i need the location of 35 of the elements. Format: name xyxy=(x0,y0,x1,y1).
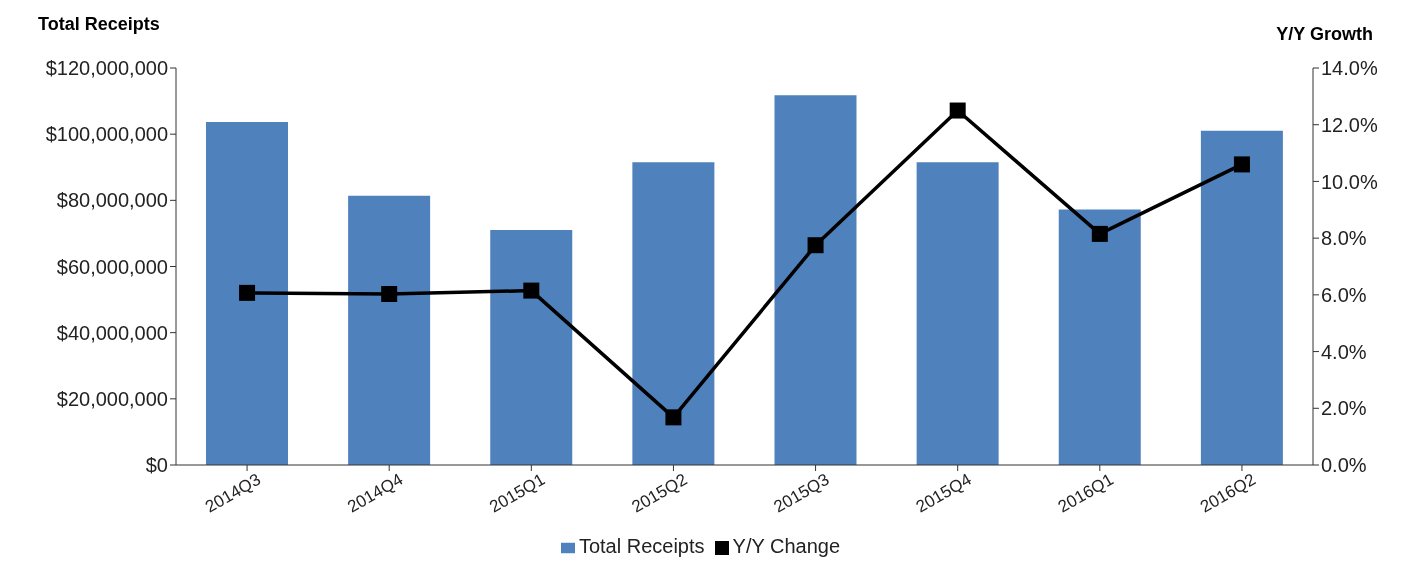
point xyxy=(381,286,398,303)
y2-tick-label: 14.0% xyxy=(1321,57,1378,80)
bar xyxy=(206,121,288,465)
y-axis-title: Total Receipts xyxy=(38,14,160,35)
bar xyxy=(916,162,999,465)
y2-tick-label: 0.0% xyxy=(1321,454,1367,477)
y2-tick-label: 2.0% xyxy=(1321,397,1367,420)
bar xyxy=(632,162,715,465)
point xyxy=(1233,156,1250,173)
y-tick-label: $20,000,000 xyxy=(56,387,168,410)
y2-tick-label: 8.0% xyxy=(1321,227,1367,250)
bar xyxy=(348,195,431,465)
point xyxy=(523,282,540,299)
point xyxy=(239,284,256,301)
bar xyxy=(1200,130,1283,465)
y2-tick-label: 12.0% xyxy=(1321,113,1378,136)
y-tick-label: $60,000,000 xyxy=(56,255,168,278)
y-tick-label: $100,000,000 xyxy=(45,123,168,146)
point xyxy=(949,102,966,119)
y2-tick-label: 6.0% xyxy=(1321,283,1367,306)
bar xyxy=(774,95,857,465)
point xyxy=(807,237,824,254)
point xyxy=(1091,225,1108,242)
y2-tick-label: 4.0% xyxy=(1321,340,1367,363)
y-tick-label: $40,000,000 xyxy=(56,321,168,344)
bar xyxy=(1058,209,1141,465)
point xyxy=(665,409,682,426)
bar xyxy=(490,230,573,465)
legend-label: Total Receipts xyxy=(578,535,705,557)
y2-axis-title: Y/Y Growth xyxy=(1276,24,1373,45)
y-tick-label: $120,000,000 xyxy=(45,57,168,80)
legend-label: Y/Y Change xyxy=(732,535,841,557)
y2-tick-label: 10.0% xyxy=(1321,170,1378,193)
y-tick-label: $0 xyxy=(145,454,168,477)
y-tick-label: $80,000,000 xyxy=(56,189,168,212)
